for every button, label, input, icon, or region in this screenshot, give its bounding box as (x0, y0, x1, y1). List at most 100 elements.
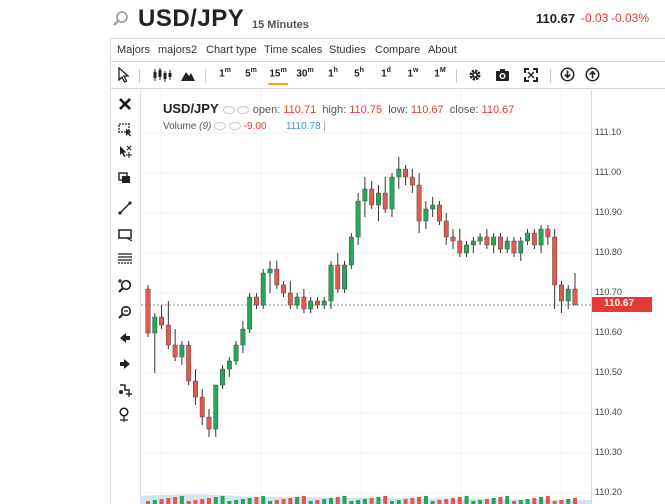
add-indicator-icon[interactable] (117, 381, 133, 397)
candle-body-down (511, 240, 517, 254)
timeframe-1m[interactable]: 1m (219, 67, 231, 80)
zoom-in-icon[interactable] (117, 278, 133, 294)
timeframe-1w[interactable]: 1w (407, 67, 419, 80)
close-icon[interactable] (117, 96, 133, 112)
cross-zoom-icon[interactable] (117, 406, 133, 422)
volume-bar (146, 501, 150, 504)
toolbar: 1m 5m 15m 30m 1h 5h 1d 1w 1M (111, 63, 665, 89)
candle-body-up (423, 208, 429, 222)
symbol-title[interactable]: USD/JPY (138, 5, 245, 32)
timeframe-5h[interactable]: 5h (354, 67, 364, 80)
mountain-type-icon[interactable] (181, 68, 195, 82)
search-icon[interactable] (112, 10, 130, 28)
menu-majors[interactable]: Majors (117, 44, 151, 56)
candle (362, 177, 368, 217)
candle-body-up (518, 240, 524, 254)
volume-bar (525, 499, 530, 504)
candle-body-up (464, 244, 469, 254)
candlestick-type-icon[interactable] (152, 67, 172, 83)
eye-icon[interactable] (214, 122, 227, 131)
download-icon[interactable] (560, 67, 575, 82)
candle (423, 201, 429, 229)
candle (545, 225, 551, 245)
trend-line-icon[interactable] (117, 200, 133, 216)
upload-icon[interactable] (585, 67, 600, 82)
candle (376, 185, 381, 221)
scroll-left-icon[interactable] (117, 330, 133, 346)
menu-compare[interactable]: Compare (375, 44, 421, 56)
candle (457, 229, 463, 257)
timeframe-1M[interactable]: 1M (434, 67, 446, 80)
volume-bar (410, 498, 415, 504)
candle-body-up (308, 300, 314, 310)
volume-bar (322, 499, 327, 504)
menu-about[interactable]: About (428, 44, 457, 56)
volume-bar (512, 501, 516, 504)
menu-majors2[interactable]: majors2 (158, 44, 198, 56)
candle (193, 369, 198, 405)
candle (504, 237, 510, 253)
candle-body-up (267, 268, 273, 274)
eye-icon[interactable] (222, 106, 235, 115)
legend-symbol: USD/JPY (163, 101, 219, 116)
copy-icon[interactable] (117, 170, 133, 186)
volume-bar (159, 499, 164, 504)
timeframe-5m[interactable]: 5m (245, 67, 257, 80)
candle-body-up (247, 296, 253, 330)
volume-bar (478, 500, 483, 504)
candle (355, 193, 361, 245)
volume-bar (403, 499, 408, 504)
volume-bar (505, 496, 510, 504)
candle-body-down (159, 316, 164, 326)
settings-toggle-icon[interactable] (228, 122, 241, 131)
chart-plot-area[interactable] (140, 90, 593, 504)
candle-body-up (321, 300, 327, 306)
menu-chart-type[interactable]: Chart type (206, 44, 257, 56)
candle (281, 281, 286, 297)
horizontal-lines-icon[interactable] (117, 250, 133, 266)
volume-bar (315, 500, 320, 504)
zoom-out-icon[interactable] (117, 304, 133, 320)
camera-icon[interactable] (495, 68, 510, 82)
rectangle-icon[interactable] (117, 226, 133, 242)
volume-bar (362, 499, 367, 504)
volume-period: (9) (199, 121, 212, 132)
gear-icon[interactable] (468, 68, 482, 82)
cursor-icon[interactable] (117, 67, 131, 83)
timeframe-1h[interactable]: 1h (328, 67, 338, 80)
candle (260, 269, 266, 309)
candle-body-down (172, 344, 178, 358)
timeframe-30m[interactable]: 30m (296, 67, 314, 80)
select-region-icon[interactable] (117, 121, 133, 137)
candle (518, 237, 524, 261)
magic-cursor-icon[interactable] (117, 144, 133, 160)
candle-body-up (525, 232, 530, 242)
volume-bar (186, 501, 191, 504)
timeframe-1d[interactable]: 1d (381, 67, 391, 80)
candle (484, 229, 490, 249)
settings-toggle-icon[interactable] (236, 106, 249, 115)
candle-body-up (504, 240, 510, 250)
price-tick-label: 110.80 (595, 247, 622, 257)
candle (179, 341, 185, 365)
menu-time-scales[interactable]: Time scales (264, 44, 323, 56)
legend-high-value: 110.75 (349, 104, 383, 116)
candle (321, 297, 327, 309)
candle (416, 173, 422, 233)
timeframe-15m[interactable]: 15m (268, 67, 288, 85)
candle-body-up (470, 240, 476, 246)
scroll-right-icon[interactable] (117, 356, 133, 372)
candle (437, 201, 442, 225)
volume-bar (451, 498, 455, 504)
toolbar-separator (456, 69, 457, 83)
fullscreen-icon[interactable] (524, 68, 538, 82)
volume-bar (295, 497, 300, 504)
menu-studies[interactable]: Studies (329, 44, 366, 56)
price-tick-label: 110.20 (595, 487, 622, 497)
volume-label: Volume (163, 121, 197, 132)
candle-body-down (335, 264, 341, 290)
candle-body-up (213, 384, 219, 430)
candle (294, 293, 300, 309)
candle-body-down (450, 236, 456, 242)
chart-frame (110, 38, 665, 504)
